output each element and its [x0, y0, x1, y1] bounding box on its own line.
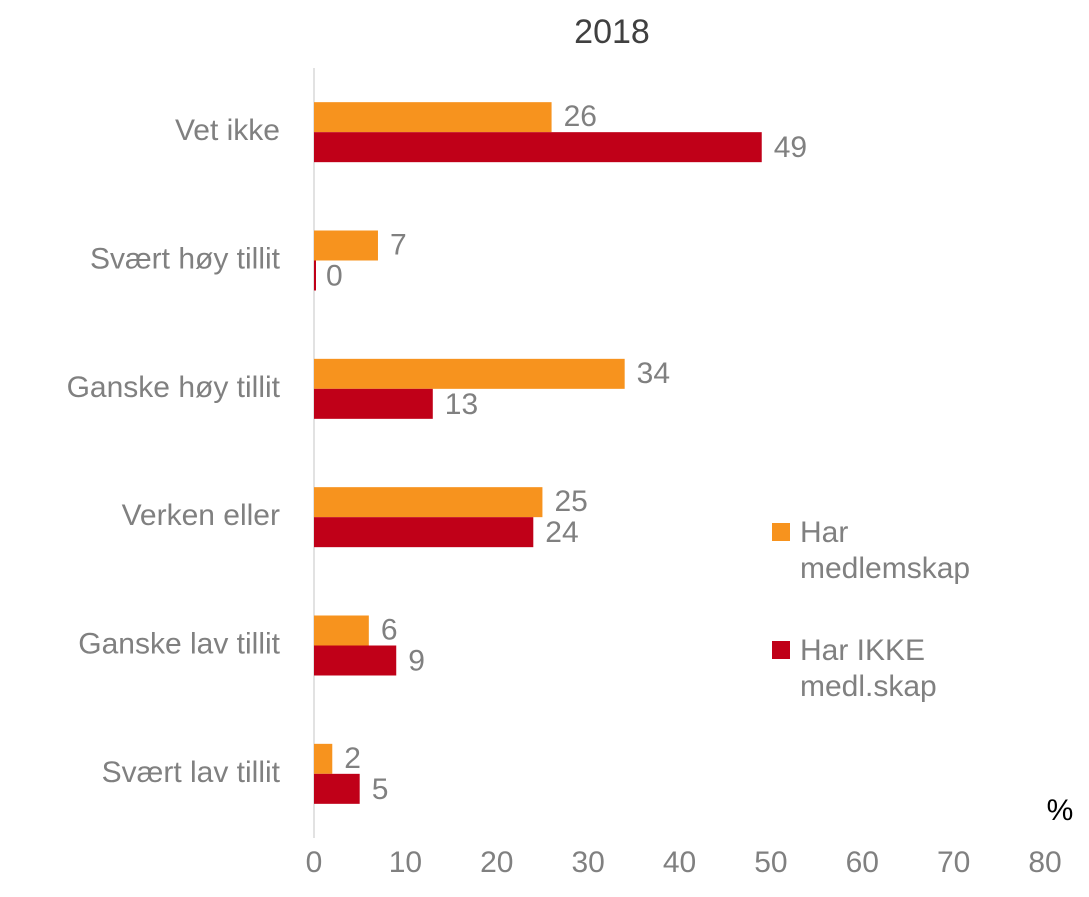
bar	[314, 517, 534, 548]
x-tick-label: 80	[1028, 846, 1061, 879]
bar	[314, 358, 625, 389]
data-label: 24	[545, 516, 578, 549]
data-label: 9	[408, 644, 425, 677]
x-tick-label: 10	[389, 846, 422, 879]
data-label: 26	[564, 100, 597, 133]
data-label: 7	[390, 228, 407, 261]
bar	[314, 743, 333, 774]
data-label: 6	[381, 613, 398, 646]
y-tick-label: Svært lav tillit	[102, 756, 281, 789]
data-label: 5	[372, 773, 389, 806]
x-tick-label: 30	[571, 846, 604, 879]
bar	[314, 260, 316, 291]
y-tick-label: Verken eller	[122, 499, 280, 532]
legend-swatch	[772, 523, 790, 541]
x-tick-label: 20	[480, 846, 513, 879]
bar	[314, 615, 369, 646]
data-label: 25	[554, 485, 587, 518]
legend-swatch	[772, 641, 790, 659]
legend-item: Har IKKE medl.skap	[772, 633, 1000, 705]
data-label: 2	[344, 742, 361, 775]
x-tick-label: 50	[754, 846, 787, 879]
legend-label: Har IKKE medl.skap	[800, 634, 937, 703]
data-label: 34	[637, 357, 670, 390]
y-tick-label: Ganske høy tillit	[67, 371, 281, 404]
chart-title: 2018	[574, 13, 650, 51]
data-label: 49	[774, 131, 807, 164]
x-tick-label: 60	[846, 846, 879, 879]
bar	[314, 773, 360, 804]
y-tick-label: Svært høy tillit	[90, 242, 281, 275]
data-label: 13	[445, 388, 478, 421]
legend-label: Har medlemskap	[800, 516, 971, 585]
bar	[314, 132, 762, 163]
x-tick-label: 0	[306, 846, 323, 879]
bar	[314, 388, 433, 419]
bar	[314, 230, 378, 261]
x-tick-label: 70	[937, 846, 970, 879]
y-tick-label: Vet ikke	[175, 114, 280, 147]
data-label: 0	[326, 259, 343, 292]
x-unit: %	[1047, 794, 1074, 827]
bar	[314, 645, 397, 676]
bar	[314, 487, 543, 518]
x-tick-label: 40	[663, 846, 696, 879]
y-tick-label: Ganske lav tillit	[78, 627, 280, 660]
bar	[314, 102, 552, 133]
legend-item: Har medlemskap	[772, 515, 1000, 587]
